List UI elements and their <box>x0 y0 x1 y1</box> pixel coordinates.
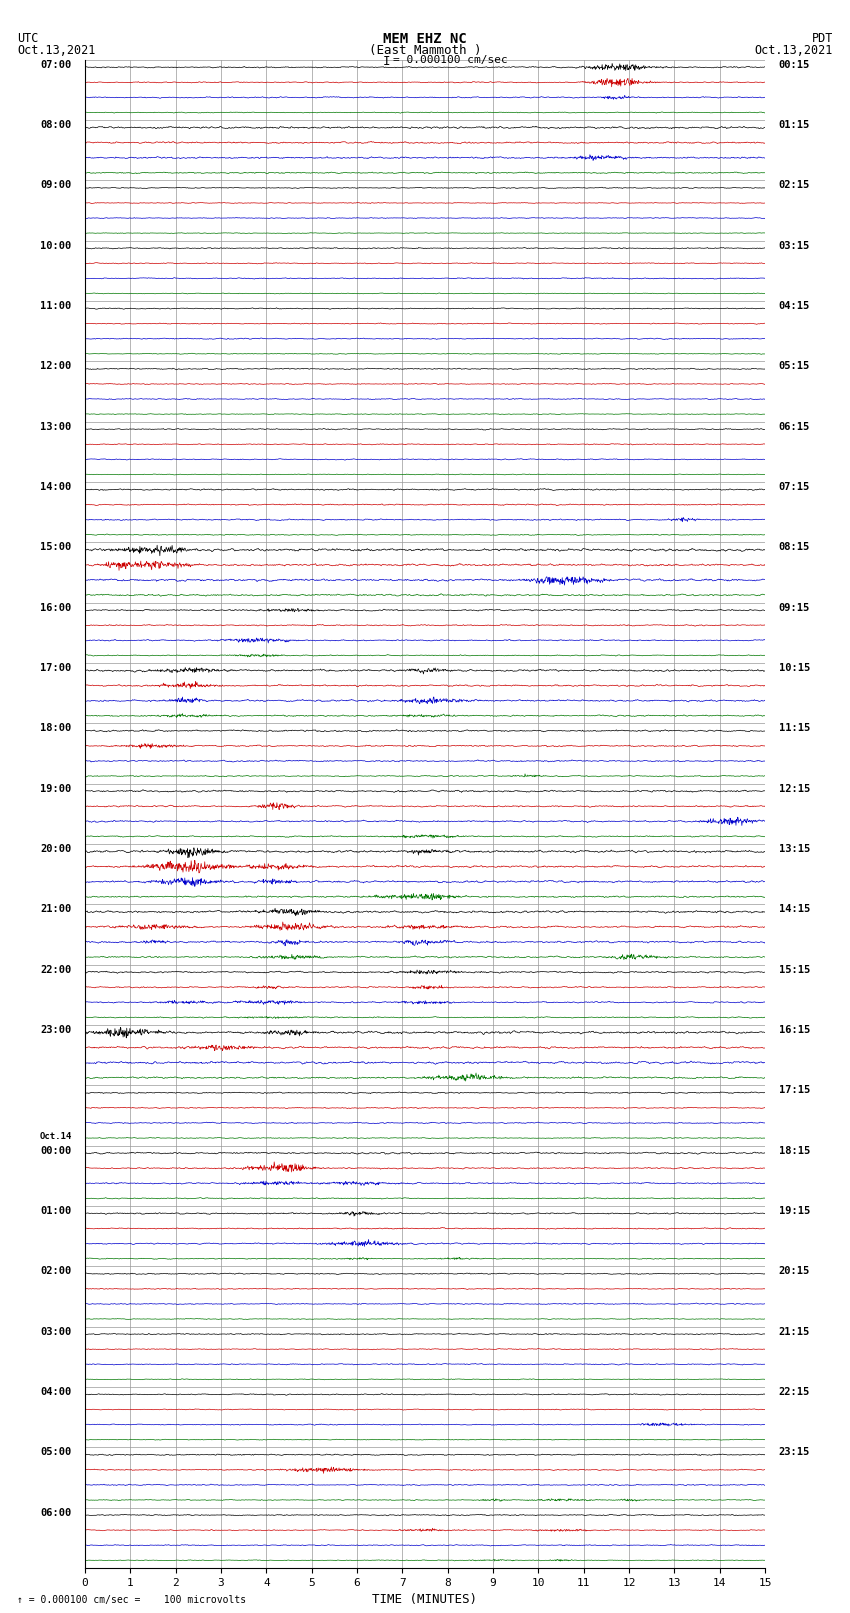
Text: 22:15: 22:15 <box>779 1387 810 1397</box>
Text: 14:00: 14:00 <box>40 482 71 492</box>
Text: 10:00: 10:00 <box>40 240 71 250</box>
Text: 20:15: 20:15 <box>779 1266 810 1276</box>
Text: 09:00: 09:00 <box>40 181 71 190</box>
Text: = 0.000100 cm/sec: = 0.000100 cm/sec <box>393 55 507 65</box>
Text: Oct.14: Oct.14 <box>39 1132 71 1140</box>
Text: 23:00: 23:00 <box>40 1024 71 1036</box>
Text: 10:15: 10:15 <box>779 663 810 673</box>
Text: 11:00: 11:00 <box>40 302 71 311</box>
Text: 07:00: 07:00 <box>40 60 71 69</box>
Text: 12:15: 12:15 <box>779 784 810 794</box>
Text: 18:15: 18:15 <box>779 1145 810 1155</box>
Text: 23:15: 23:15 <box>779 1447 810 1457</box>
Text: 15:00: 15:00 <box>40 542 71 552</box>
Text: 19:15: 19:15 <box>779 1207 810 1216</box>
Text: 21:15: 21:15 <box>779 1326 810 1337</box>
Text: 06:00: 06:00 <box>40 1508 71 1518</box>
Text: 13:00: 13:00 <box>40 421 71 432</box>
Text: MEM EHZ NC: MEM EHZ NC <box>383 32 467 47</box>
Text: I: I <box>383 55 390 68</box>
Text: 07:15: 07:15 <box>779 482 810 492</box>
Text: 05:15: 05:15 <box>779 361 810 371</box>
Text: UTC: UTC <box>17 32 38 45</box>
Text: PDT: PDT <box>812 32 833 45</box>
Text: 08:00: 08:00 <box>40 119 71 131</box>
Text: 14:15: 14:15 <box>779 905 810 915</box>
Text: 19:00: 19:00 <box>40 784 71 794</box>
Text: 00:00: 00:00 <box>40 1145 71 1155</box>
Text: 08:15: 08:15 <box>779 542 810 552</box>
Text: ↑ = 0.000100 cm/sec =    100 microvolts: ↑ = 0.000100 cm/sec = 100 microvolts <box>17 1595 246 1605</box>
Text: 03:15: 03:15 <box>779 240 810 250</box>
Text: 04:00: 04:00 <box>40 1387 71 1397</box>
Text: 17:15: 17:15 <box>779 1086 810 1095</box>
Text: 01:15: 01:15 <box>779 119 810 131</box>
Text: 16:00: 16:00 <box>40 603 71 613</box>
Text: Oct.13,2021: Oct.13,2021 <box>755 44 833 56</box>
Text: 22:00: 22:00 <box>40 965 71 974</box>
Text: 02:00: 02:00 <box>40 1266 71 1276</box>
Text: 21:00: 21:00 <box>40 905 71 915</box>
Text: 15:15: 15:15 <box>779 965 810 974</box>
Text: 02:15: 02:15 <box>779 181 810 190</box>
Text: Oct.13,2021: Oct.13,2021 <box>17 44 95 56</box>
Text: 18:00: 18:00 <box>40 723 71 734</box>
Text: 09:15: 09:15 <box>779 603 810 613</box>
Text: 16:15: 16:15 <box>779 1024 810 1036</box>
Text: 17:00: 17:00 <box>40 663 71 673</box>
Text: 01:00: 01:00 <box>40 1207 71 1216</box>
Text: 03:00: 03:00 <box>40 1326 71 1337</box>
Text: 05:00: 05:00 <box>40 1447 71 1457</box>
X-axis label: TIME (MINUTES): TIME (MINUTES) <box>372 1594 478 1607</box>
Text: 12:00: 12:00 <box>40 361 71 371</box>
Text: 00:15: 00:15 <box>779 60 810 69</box>
Text: 13:15: 13:15 <box>779 844 810 853</box>
Text: 04:15: 04:15 <box>779 302 810 311</box>
Text: (East Mammoth ): (East Mammoth ) <box>369 44 481 56</box>
Text: 20:00: 20:00 <box>40 844 71 853</box>
Text: 11:15: 11:15 <box>779 723 810 734</box>
Text: 06:15: 06:15 <box>779 421 810 432</box>
